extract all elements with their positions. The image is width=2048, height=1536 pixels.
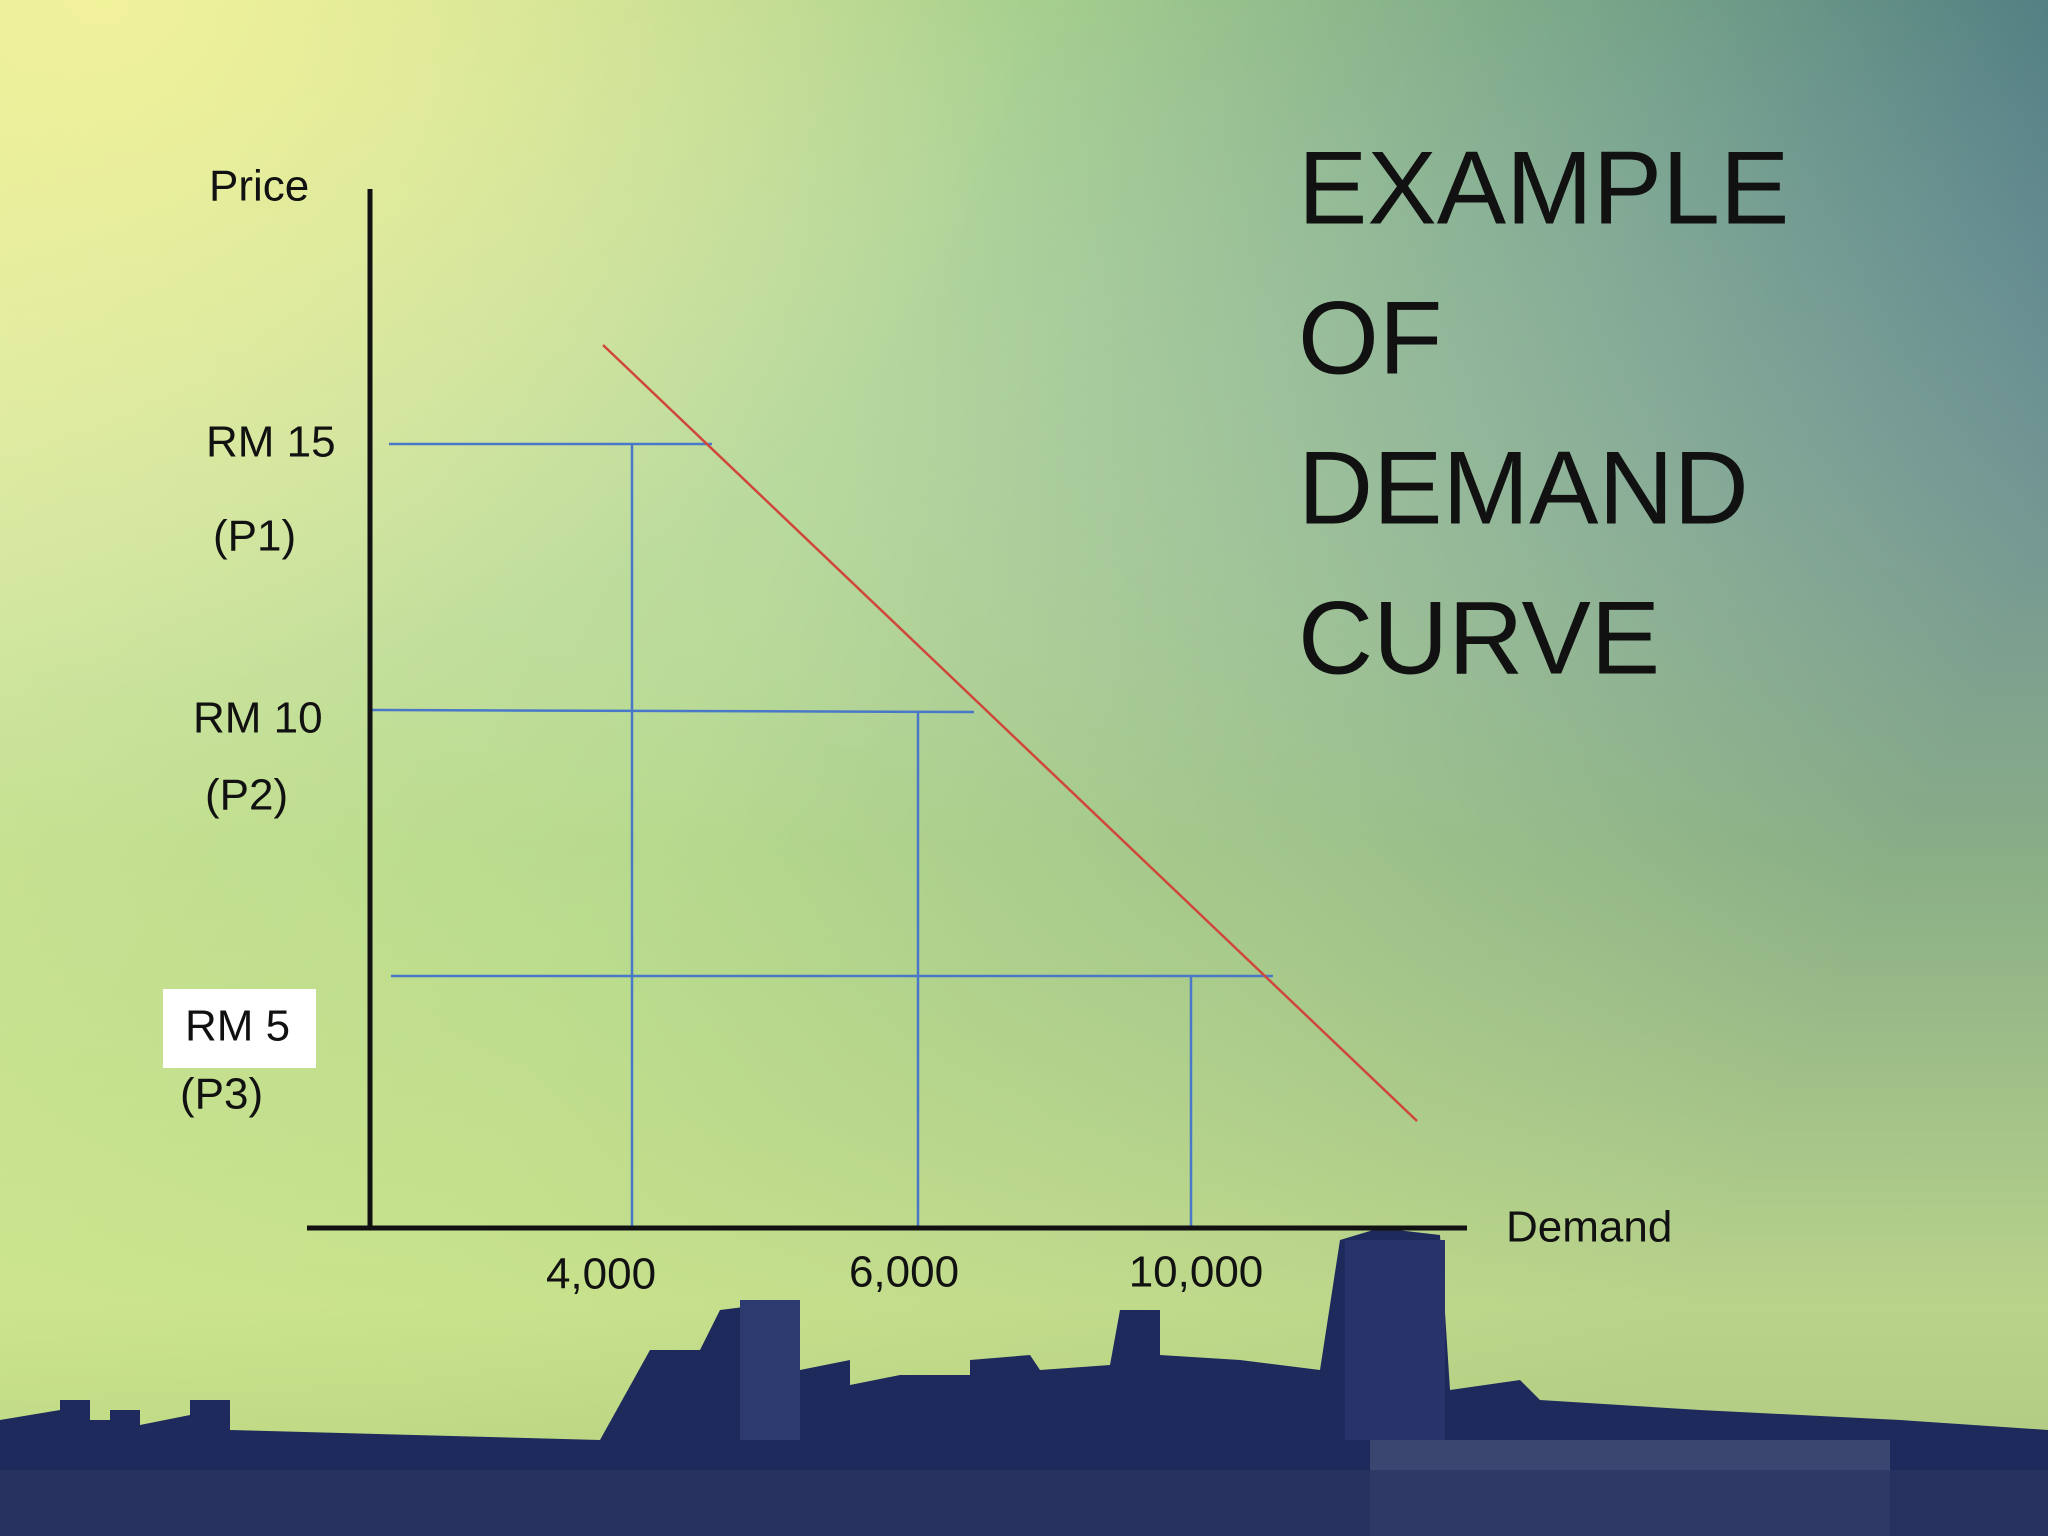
price-label: RM 15 [206, 418, 336, 467]
price-tag: (P1) [213, 512, 296, 561]
price-tag: (P2) [205, 771, 288, 820]
guide-lines [369, 442, 1273, 1228]
price-tag: (P3) [180, 1070, 263, 1119]
y-axis-label: Price [209, 162, 309, 211]
waterfront [0, 1470, 2048, 1536]
title-line: OF [1298, 280, 1442, 396]
demand-curve [602, 344, 1418, 1122]
title-line: CURVE [1298, 580, 1660, 696]
demand-label: 4,000 [546, 1250, 656, 1299]
price-label: RM 10 [193, 694, 323, 743]
price-label-box [163, 989, 316, 1068]
demand-label: 10,000 [1129, 1248, 1264, 1297]
x-axis-label: Demand [1506, 1203, 1672, 1252]
title-line: DEMAND [1298, 430, 1749, 546]
demand-label: 6,000 [849, 1248, 959, 1297]
guide-line [369, 708, 975, 714]
title-line: EXAMPLE [1298, 130, 1789, 246]
price-label: RM 5 [185, 1002, 290, 1051]
